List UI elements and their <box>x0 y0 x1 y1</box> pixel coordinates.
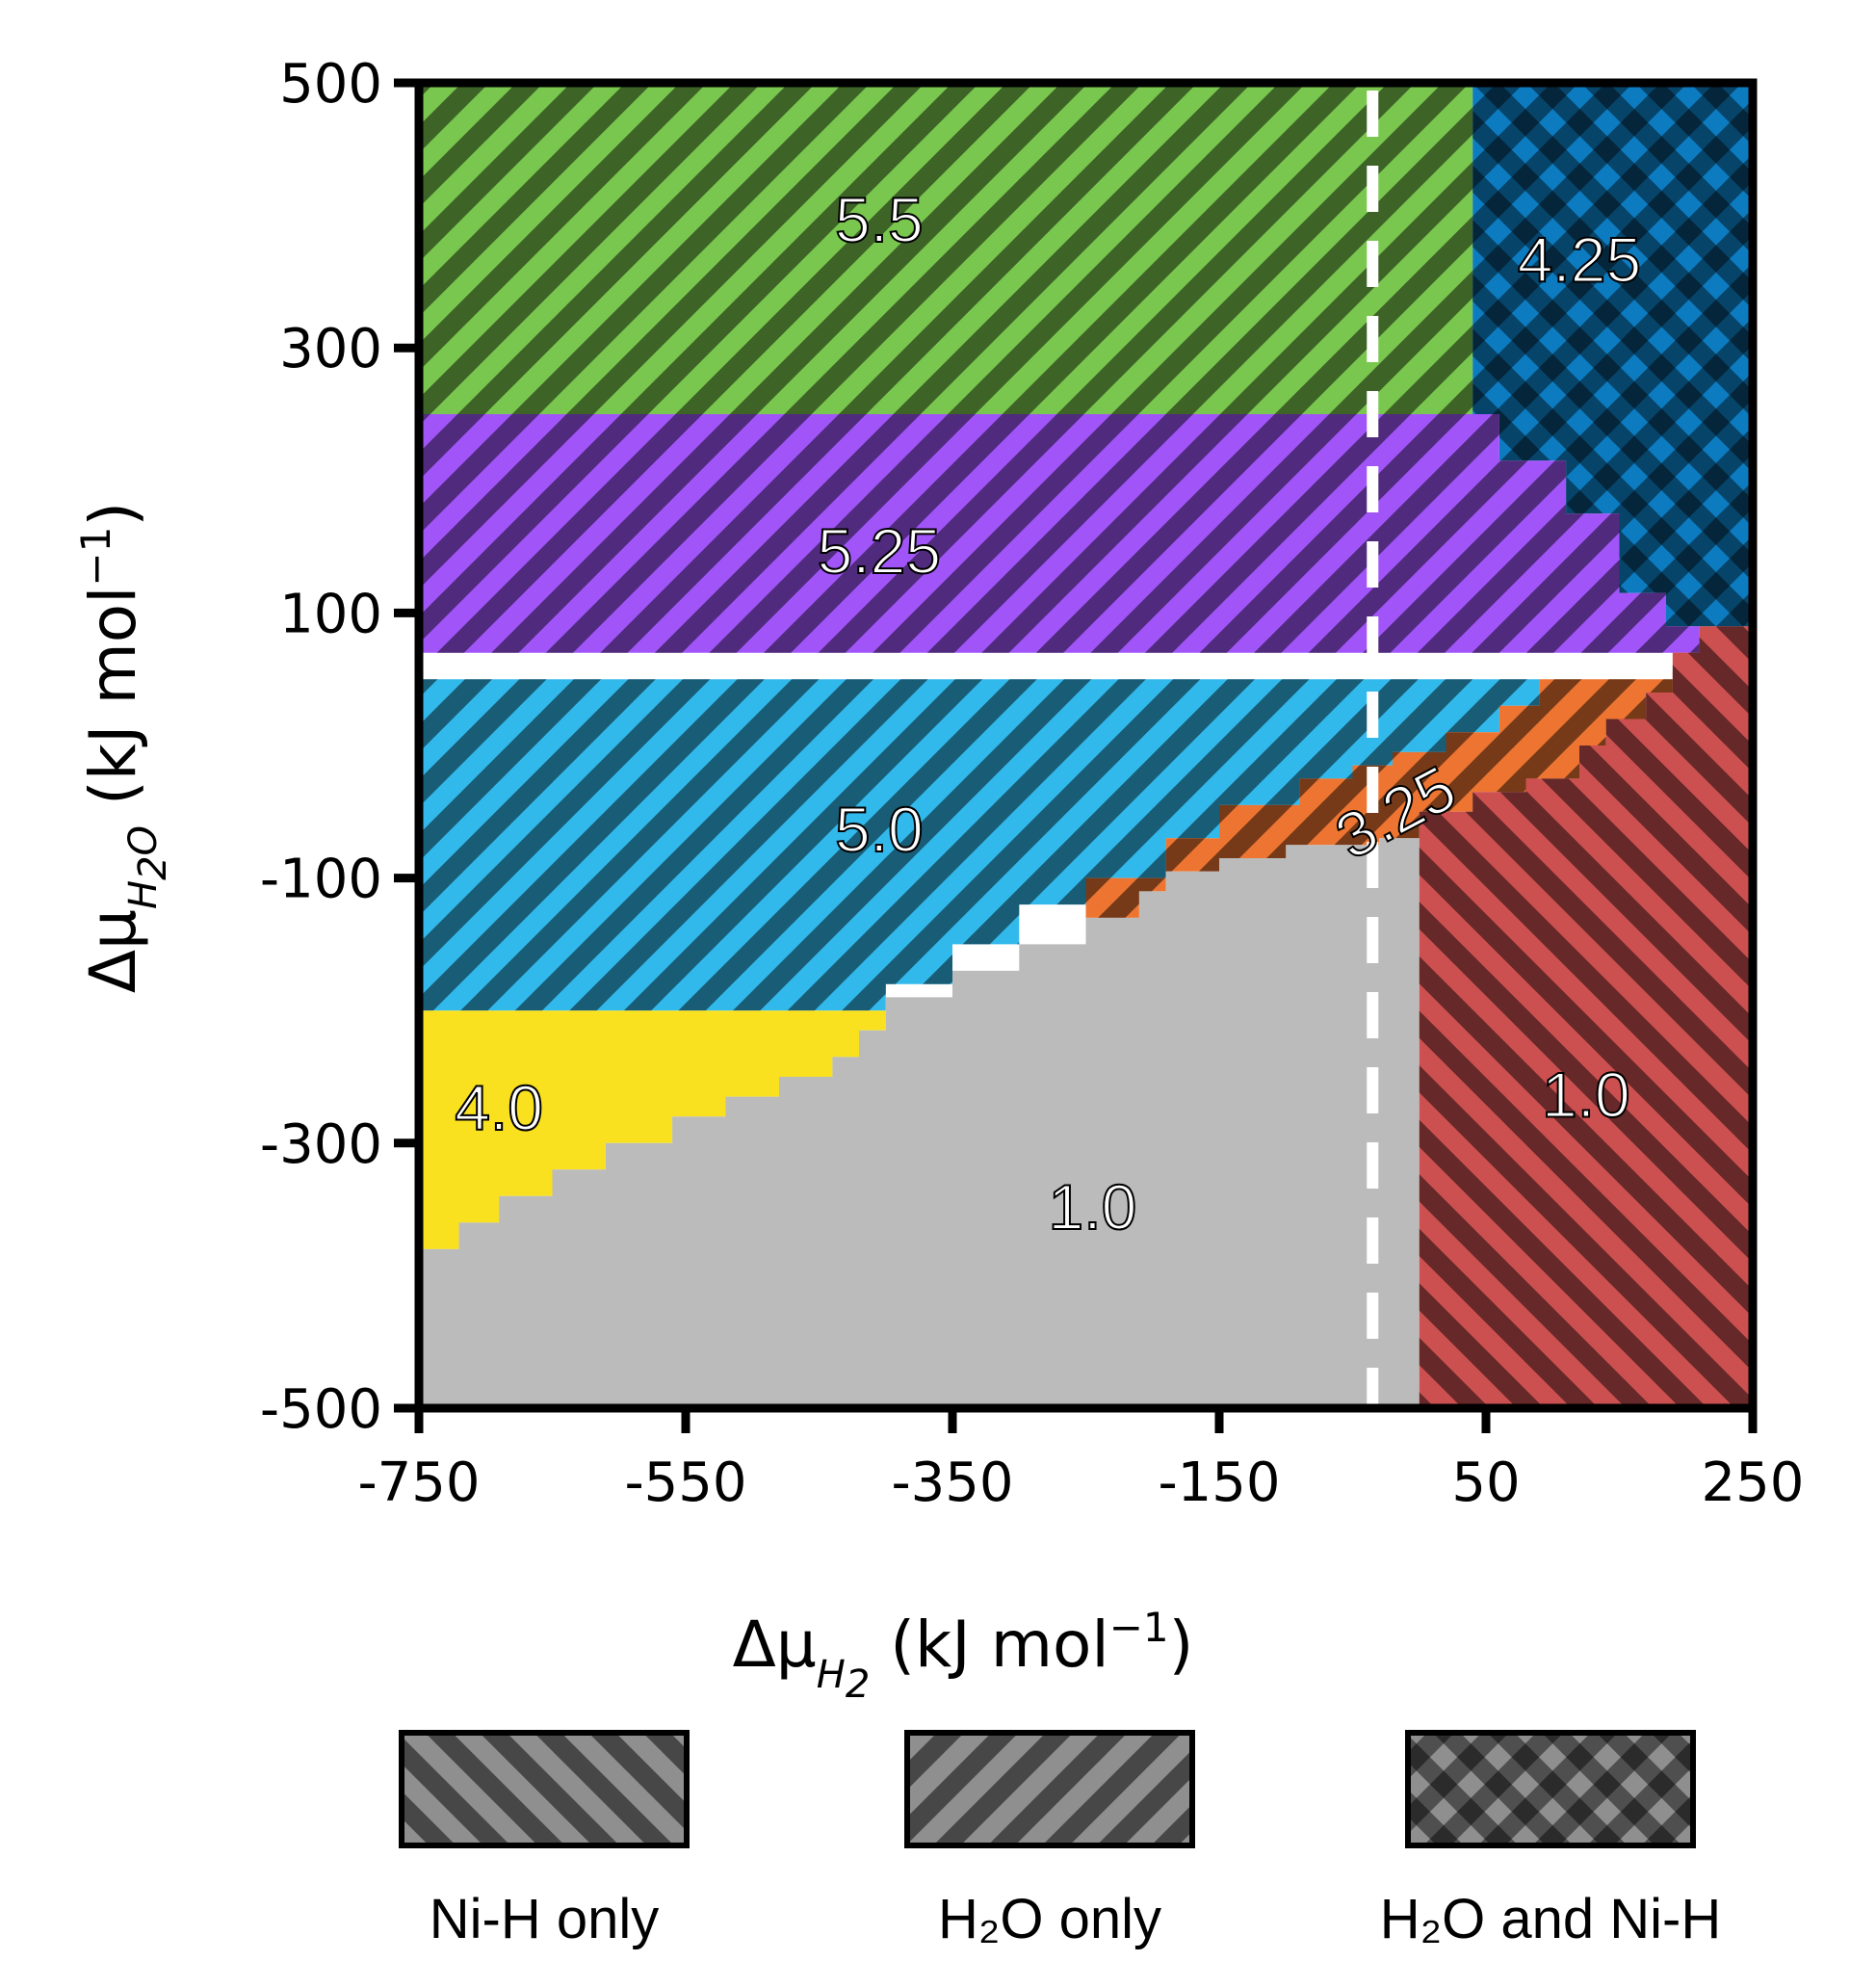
region-6-fill <box>419 838 1420 1408</box>
y-tick-label: 500 <box>279 53 382 116</box>
region-5-fill <box>419 1010 886 1249</box>
region-7-label: 1.0 <box>1542 1059 1630 1130</box>
y-tick-label: -100 <box>260 849 382 911</box>
x-tick-label: -150 <box>1158 1452 1280 1514</box>
x-axis-ticks: -750 -550 -350 -150 50 250 <box>357 1408 1804 1514</box>
region-7-hatch <box>1419 626 1753 1408</box>
region-2-label: 5.25 <box>818 515 941 587</box>
region-0-hatch <box>419 83 1473 414</box>
plot-frame <box>414 78 1758 1413</box>
y-axis-title: ΔμH2O (kJ mol−1) <box>72 502 175 993</box>
y-tick-label: -300 <box>260 1113 382 1176</box>
legend-swatch-hatch-2 <box>1405 1730 1696 1848</box>
phase-regions <box>419 83 1753 1408</box>
region-2-hatch <box>419 414 1700 653</box>
region-1-hatch <box>1472 83 1753 627</box>
y-tick-label: -500 <box>260 1378 382 1441</box>
legend-swatch-hatch-0 <box>399 1730 690 1848</box>
x-tick-label: -350 <box>891 1452 1013 1514</box>
region-5-label: 4.0 <box>455 1072 543 1143</box>
x-tick-label: 50 <box>1451 1452 1520 1514</box>
y-tick-label: 100 <box>279 583 382 645</box>
region-6-label: 1.0 <box>1049 1171 1137 1242</box>
region-0-label: 5.5 <box>835 184 924 255</box>
x-axis-title: ΔμH2 (kJ mol−1) <box>733 1604 1194 1707</box>
y-tick-label: 300 <box>279 318 382 380</box>
legend-swatch-hatch-1 <box>904 1730 1195 1848</box>
legend: Ni-H only H₂O only H₂O and Ni-H <box>399 1730 1722 1950</box>
region-4-hatch <box>1085 652 1727 918</box>
legend-label-0: Ni-H only <box>430 1888 660 1950</box>
legend-label-2: H₂O and Ni-H <box>1380 1888 1722 1950</box>
legend-label-1: H₂O only <box>938 1888 1161 1950</box>
x-tick-label: 250 <box>1702 1452 1805 1514</box>
region-labels: 5.54.255.255.0 3.254.01.01.0 <box>454 183 1642 1243</box>
x-tick-label: -550 <box>624 1452 746 1514</box>
region-3-label: 5.0 <box>835 794 924 865</box>
y-axis-ticks: -500 -300 -100 100 300 500 <box>260 53 419 1441</box>
region-1-label: 4.25 <box>1518 223 1641 295</box>
region-3-hatch <box>419 679 1540 1011</box>
x-tick-label: -750 <box>357 1452 480 1514</box>
